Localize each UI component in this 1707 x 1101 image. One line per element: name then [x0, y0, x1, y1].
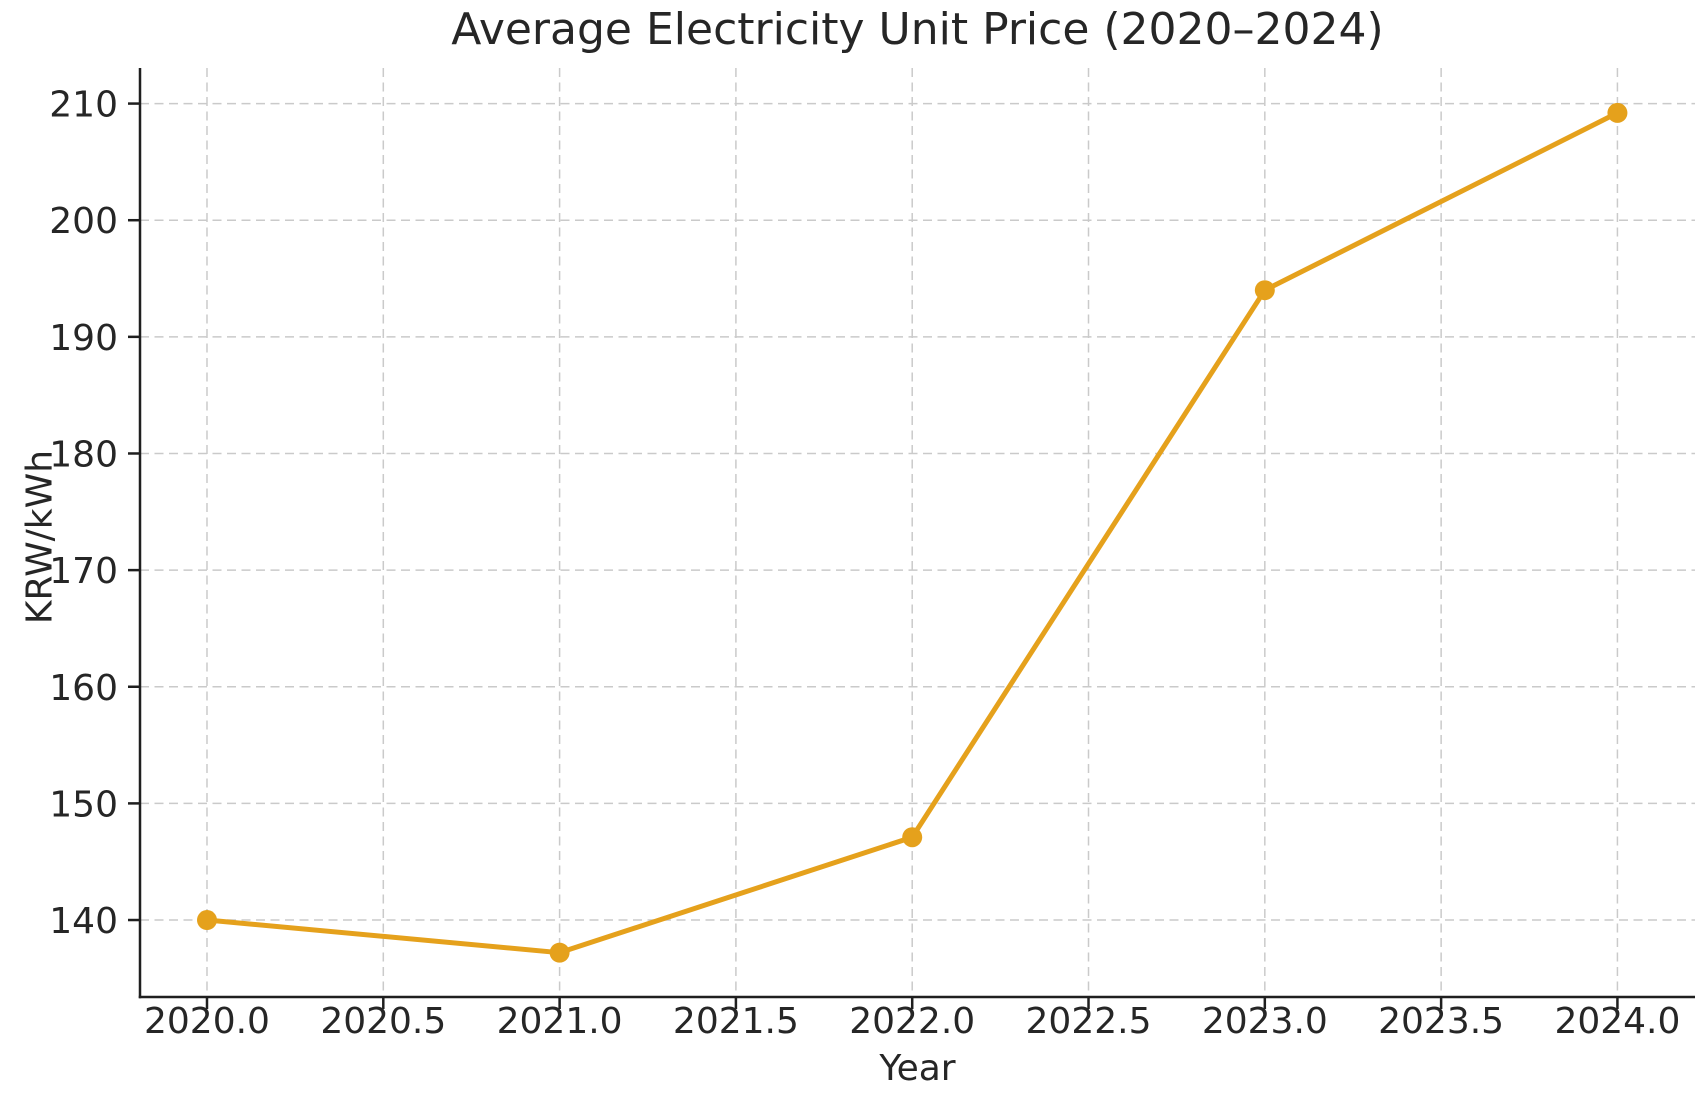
- x-tick-label: 2021.5: [673, 1001, 799, 1042]
- chart-title: Average Electricity Unit Price (2020–202…: [451, 4, 1384, 55]
- x-tick-label: 2023.0: [1202, 1001, 1328, 1042]
- y-axis-label: KRW/kWh: [19, 449, 61, 625]
- data-point-2022: [902, 827, 923, 848]
- data-point-2021: [549, 942, 570, 963]
- y-tick-label: 210: [49, 85, 118, 126]
- x-axis-label: Year: [879, 1048, 956, 1089]
- x-tick-label: 2020.5: [320, 1001, 446, 1042]
- x-tick-label: 2021.0: [497, 1001, 623, 1042]
- x-tick-label: 2022.5: [1026, 1001, 1152, 1042]
- data-point-2023: [1254, 280, 1275, 301]
- data-point-2024: [1607, 102, 1628, 123]
- data-point-2020: [196, 910, 217, 931]
- y-tick-label: 160: [49, 668, 118, 709]
- y-tick-label: 180: [49, 434, 118, 475]
- y-tick-label: 170: [49, 551, 118, 592]
- x-tick-label: 2024.0: [1554, 1001, 1680, 1042]
- x-tick-label: 2023.5: [1378, 1001, 1504, 1042]
- y-tick-label: 190: [49, 318, 118, 359]
- x-tick-label: 2022.0: [849, 1001, 975, 1042]
- x-tick-label: 2020.0: [144, 1001, 270, 1042]
- y-tick-label: 140: [49, 901, 118, 942]
- y-tick-label: 150: [49, 784, 118, 825]
- y-tick-label: 200: [49, 201, 118, 242]
